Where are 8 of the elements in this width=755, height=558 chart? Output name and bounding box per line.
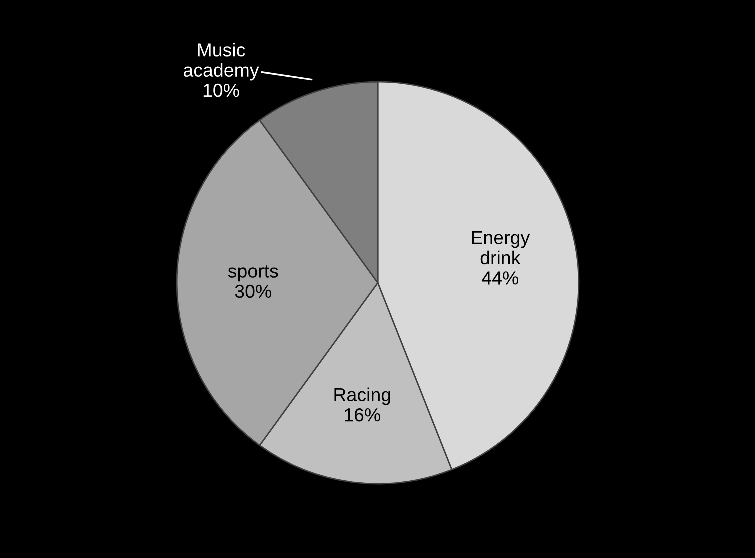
data-label: 16%: [345, 408, 380, 422]
data-label: 10%: [204, 84, 240, 98]
slice-label: Energy drink: [472, 231, 530, 265]
slice-label: Music academy: [184, 43, 260, 81]
data-label: 30%: [235, 284, 272, 298]
data-label: 44%: [482, 272, 518, 285]
slice-label: sports: [228, 266, 278, 282]
slice-label: Racing: [334, 388, 390, 406]
